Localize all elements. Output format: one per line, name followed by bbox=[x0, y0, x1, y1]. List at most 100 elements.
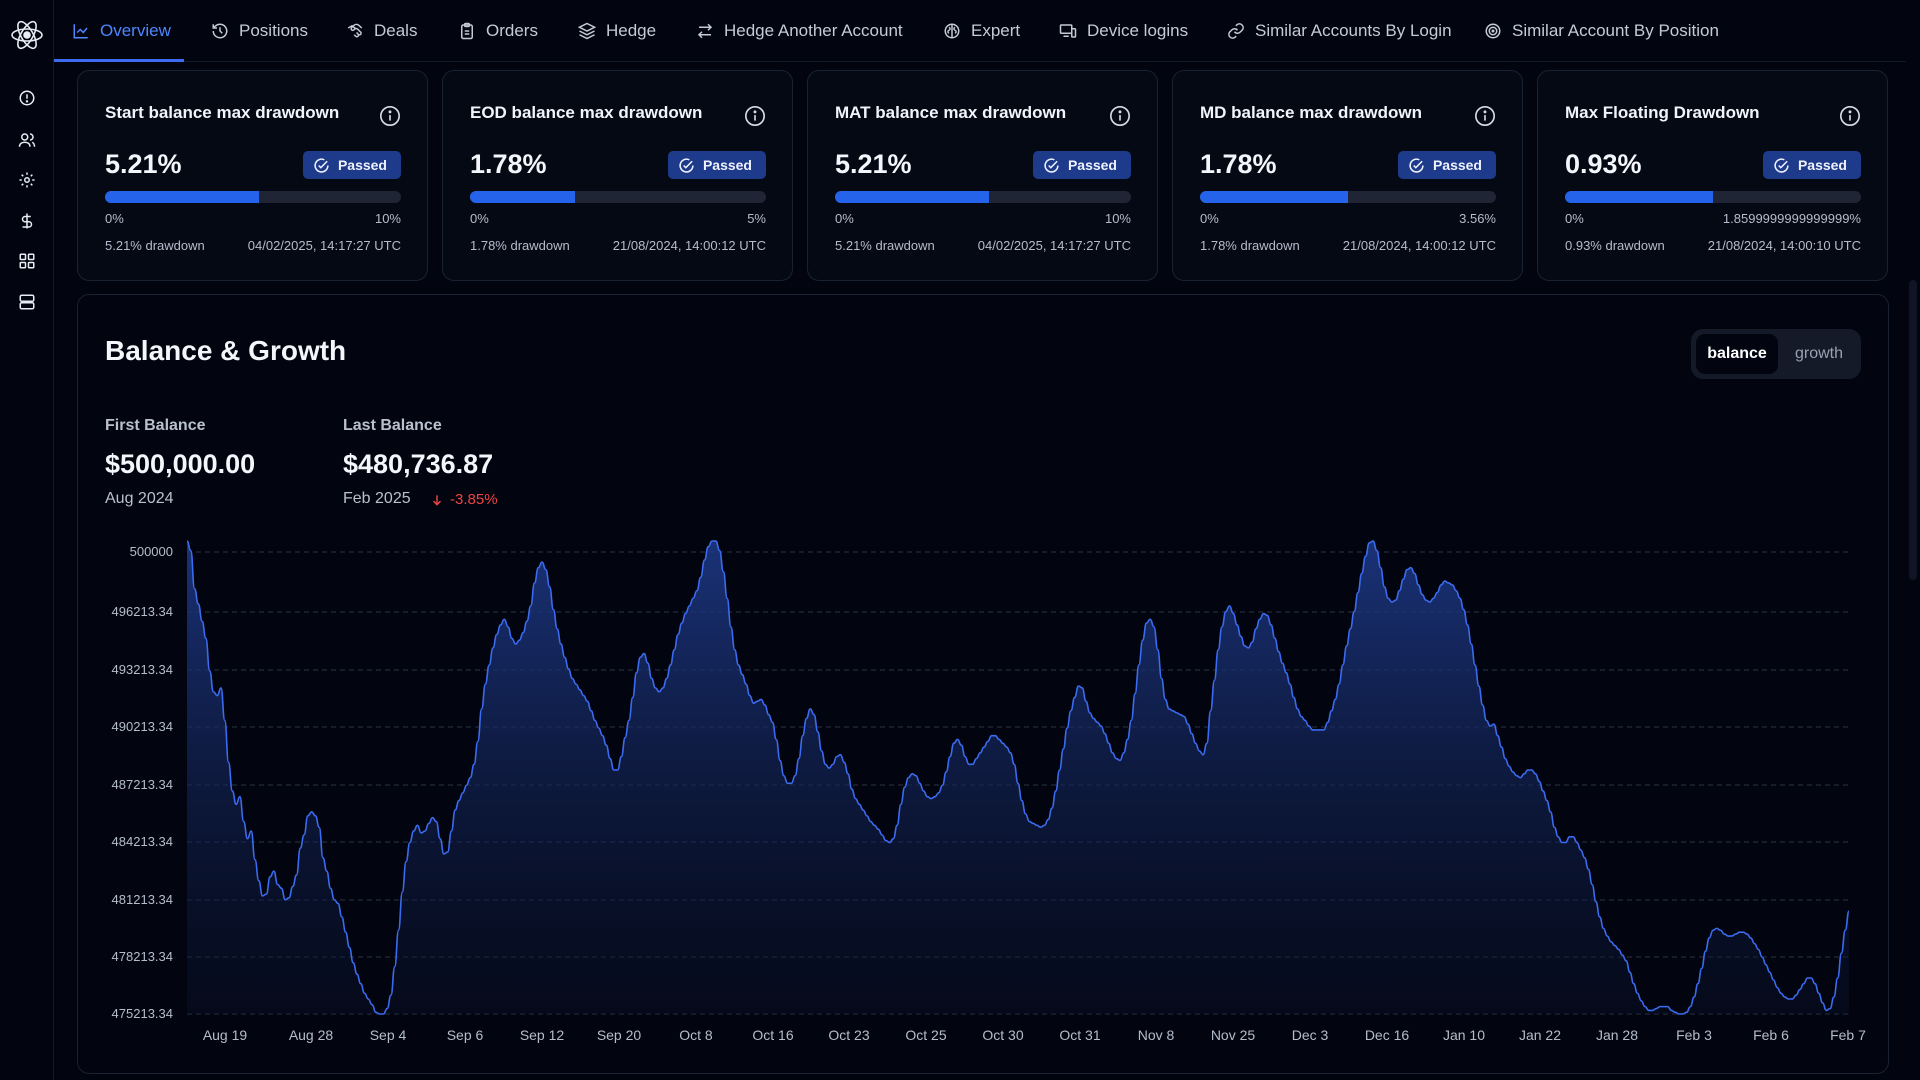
info-icon[interactable] bbox=[744, 105, 766, 127]
x-tick-label: Oct 8 bbox=[679, 1027, 713, 1043]
info-icon[interactable] bbox=[1839, 105, 1861, 127]
dollar-icon[interactable] bbox=[15, 209, 39, 233]
tab-orders[interactable]: Orders bbox=[458, 0, 538, 62]
y-tick-label: 481213.34 bbox=[112, 892, 173, 907]
status-label: Passed bbox=[702, 157, 752, 173]
balance-change-value: -3.85% bbox=[450, 491, 498, 508]
drawdown-card: MD balance max drawdown 1.78% Passed 0% … bbox=[1172, 70, 1523, 281]
y-tick-label: 487213.34 bbox=[112, 777, 173, 792]
chart-line-icon bbox=[73, 24, 88, 39]
progress-max: 3.56% bbox=[1459, 211, 1496, 226]
tab-label: Positions bbox=[239, 21, 308, 40]
users-icon[interactable] bbox=[15, 128, 39, 152]
progress-max: 10% bbox=[374, 211, 401, 226]
drawdown-text: 1.78% drawdown bbox=[470, 238, 570, 253]
card-title: Start balance max drawdown bbox=[105, 103, 340, 122]
balance-chart[interactable]: 500000 496213.34 493213.34 490213.34 487213.… bbox=[78, 295, 1890, 1075]
y-tick-label: 484213.34 bbox=[112, 834, 173, 849]
arrows-swap-icon bbox=[697, 23, 713, 39]
drawdown-text: 5.21% drawdown bbox=[105, 238, 205, 253]
x-tick-label: Oct 16 bbox=[752, 1027, 793, 1043]
status-label: Passed bbox=[1797, 157, 1847, 173]
tab-similar-accounts-by-login[interactable]: Similar Accounts By Login bbox=[1227, 0, 1452, 62]
card-value: 1.78% bbox=[1200, 149, 1277, 179]
drawdown-text: 0.93% drawdown bbox=[1565, 238, 1665, 253]
card-value: 1.78% bbox=[470, 149, 547, 179]
tab-label: Deals bbox=[374, 21, 418, 40]
y-tick-label: 475213.34 bbox=[112, 1006, 173, 1021]
x-tick-label: Jan 28 bbox=[1596, 1027, 1638, 1043]
tab-positions[interactable]: Positions bbox=[211, 0, 308, 62]
grid-icon[interactable] bbox=[15, 249, 39, 273]
info-icon[interactable] bbox=[1109, 105, 1131, 127]
status-badge: Passed bbox=[1397, 151, 1496, 179]
x-tick-label: Dec 3 bbox=[1292, 1027, 1329, 1043]
scrollbar[interactable] bbox=[1906, 0, 1920, 1080]
last-balance-date: Feb 2025 bbox=[343, 490, 411, 507]
y-tick-label: 493213.34 bbox=[112, 662, 173, 677]
growth-toggle-button[interactable]: growth bbox=[1794, 345, 1844, 362]
card-title: Max Floating Drawdown bbox=[1565, 103, 1760, 122]
progress-min: 0% bbox=[1200, 211, 1219, 226]
tab-label: Overview bbox=[100, 21, 171, 40]
link-icon bbox=[1228, 23, 1244, 39]
status-label: Passed bbox=[1067, 157, 1117, 173]
drawdown-card: EOD balance max drawdown 1.78% Passed 0%… bbox=[442, 70, 793, 281]
brain-icon bbox=[944, 23, 960, 39]
x-tick-label: Oct 30 bbox=[982, 1027, 1023, 1043]
arrow-down-icon bbox=[432, 494, 442, 506]
scroll-thumb[interactable] bbox=[1909, 280, 1917, 580]
drawdown-card: Max Floating Drawdown 0.93% Passed 0% 1.… bbox=[1537, 70, 1888, 281]
x-tick-label: Sep 12 bbox=[520, 1027, 565, 1043]
devices-icon bbox=[1059, 24, 1077, 38]
drawdown-card: Start balance max drawdown 5.21% Passed … bbox=[77, 70, 428, 281]
sidebar bbox=[0, 0, 54, 1080]
server-icon[interactable] bbox=[15, 290, 39, 314]
x-tick-label: Oct 31 bbox=[1059, 1027, 1100, 1043]
progress-fill bbox=[1565, 191, 1713, 203]
progress-max: 5% bbox=[747, 211, 766, 226]
progress-fill bbox=[1200, 191, 1348, 203]
tab-label: Orders bbox=[486, 21, 538, 40]
card-title: MD balance max drawdown bbox=[1200, 103, 1422, 122]
progress-fill bbox=[835, 191, 990, 203]
tab-similar-account-by-position[interactable]: Similar Account By Position bbox=[1484, 0, 1719, 62]
alert-circle-icon[interactable] bbox=[15, 86, 39, 110]
balance-toggle-button[interactable]: balance bbox=[1696, 334, 1778, 374]
drawdown-card: MAT balance max drawdown 5.21% Passed 0%… bbox=[807, 70, 1158, 281]
drawdown-timestamp: 21/08/2024, 14:00:12 UTC bbox=[1342, 238, 1496, 253]
y-tick-label: 500000 bbox=[130, 544, 173, 559]
x-tick-label: Sep 6 bbox=[447, 1027, 484, 1043]
y-tick-label: 496213.34 bbox=[112, 604, 173, 619]
tab-device-logins[interactable]: Device logins bbox=[1059, 0, 1188, 62]
balance-growth-panel: Balance & Growth balance growth First Ba… bbox=[77, 294, 1889, 1074]
settings-icon[interactable] bbox=[15, 168, 39, 192]
balance-area bbox=[187, 541, 1849, 1014]
tab-label: Hedge Another Account bbox=[724, 21, 903, 40]
x-tick-label: Dec 16 bbox=[1365, 1027, 1410, 1043]
progress-min: 0% bbox=[105, 211, 124, 226]
brain-logo[interactable] bbox=[9, 17, 45, 53]
y-tick-label: 478213.34 bbox=[112, 949, 173, 964]
drawdown-text: 1.78% drawdown bbox=[1200, 238, 1300, 253]
tab-overview[interactable]: Overview bbox=[72, 0, 171, 62]
tab-hedge-another-account[interactable]: Hedge Another Account bbox=[696, 0, 903, 62]
balance-change: -3.85% bbox=[430, 491, 498, 508]
tab-hedge[interactable]: Hedge bbox=[578, 0, 656, 62]
card-value: 0.93% bbox=[1565, 149, 1642, 179]
x-tick-label: Sep 4 bbox=[370, 1027, 407, 1043]
x-tick-label: Oct 25 bbox=[905, 1027, 946, 1043]
info-icon[interactable] bbox=[379, 105, 401, 127]
progress-min: 0% bbox=[1565, 211, 1584, 226]
x-tick-label: Aug 28 bbox=[289, 1027, 334, 1043]
progress-min: 0% bbox=[470, 211, 489, 226]
drawdown-timestamp: 21/08/2024, 14:00:10 UTC bbox=[1707, 238, 1861, 253]
x-tick-label: Jan 10 bbox=[1443, 1027, 1485, 1043]
x-tick-label: Jan 22 bbox=[1519, 1027, 1561, 1043]
target-icon bbox=[1485, 23, 1501, 39]
tab-expert[interactable]: Expert bbox=[943, 0, 1020, 62]
tab-deals[interactable]: Deals bbox=[346, 0, 417, 62]
status-label: Passed bbox=[337, 157, 387, 173]
info-icon[interactable] bbox=[1474, 105, 1496, 127]
x-tick-label: Feb 6 bbox=[1753, 1027, 1789, 1043]
